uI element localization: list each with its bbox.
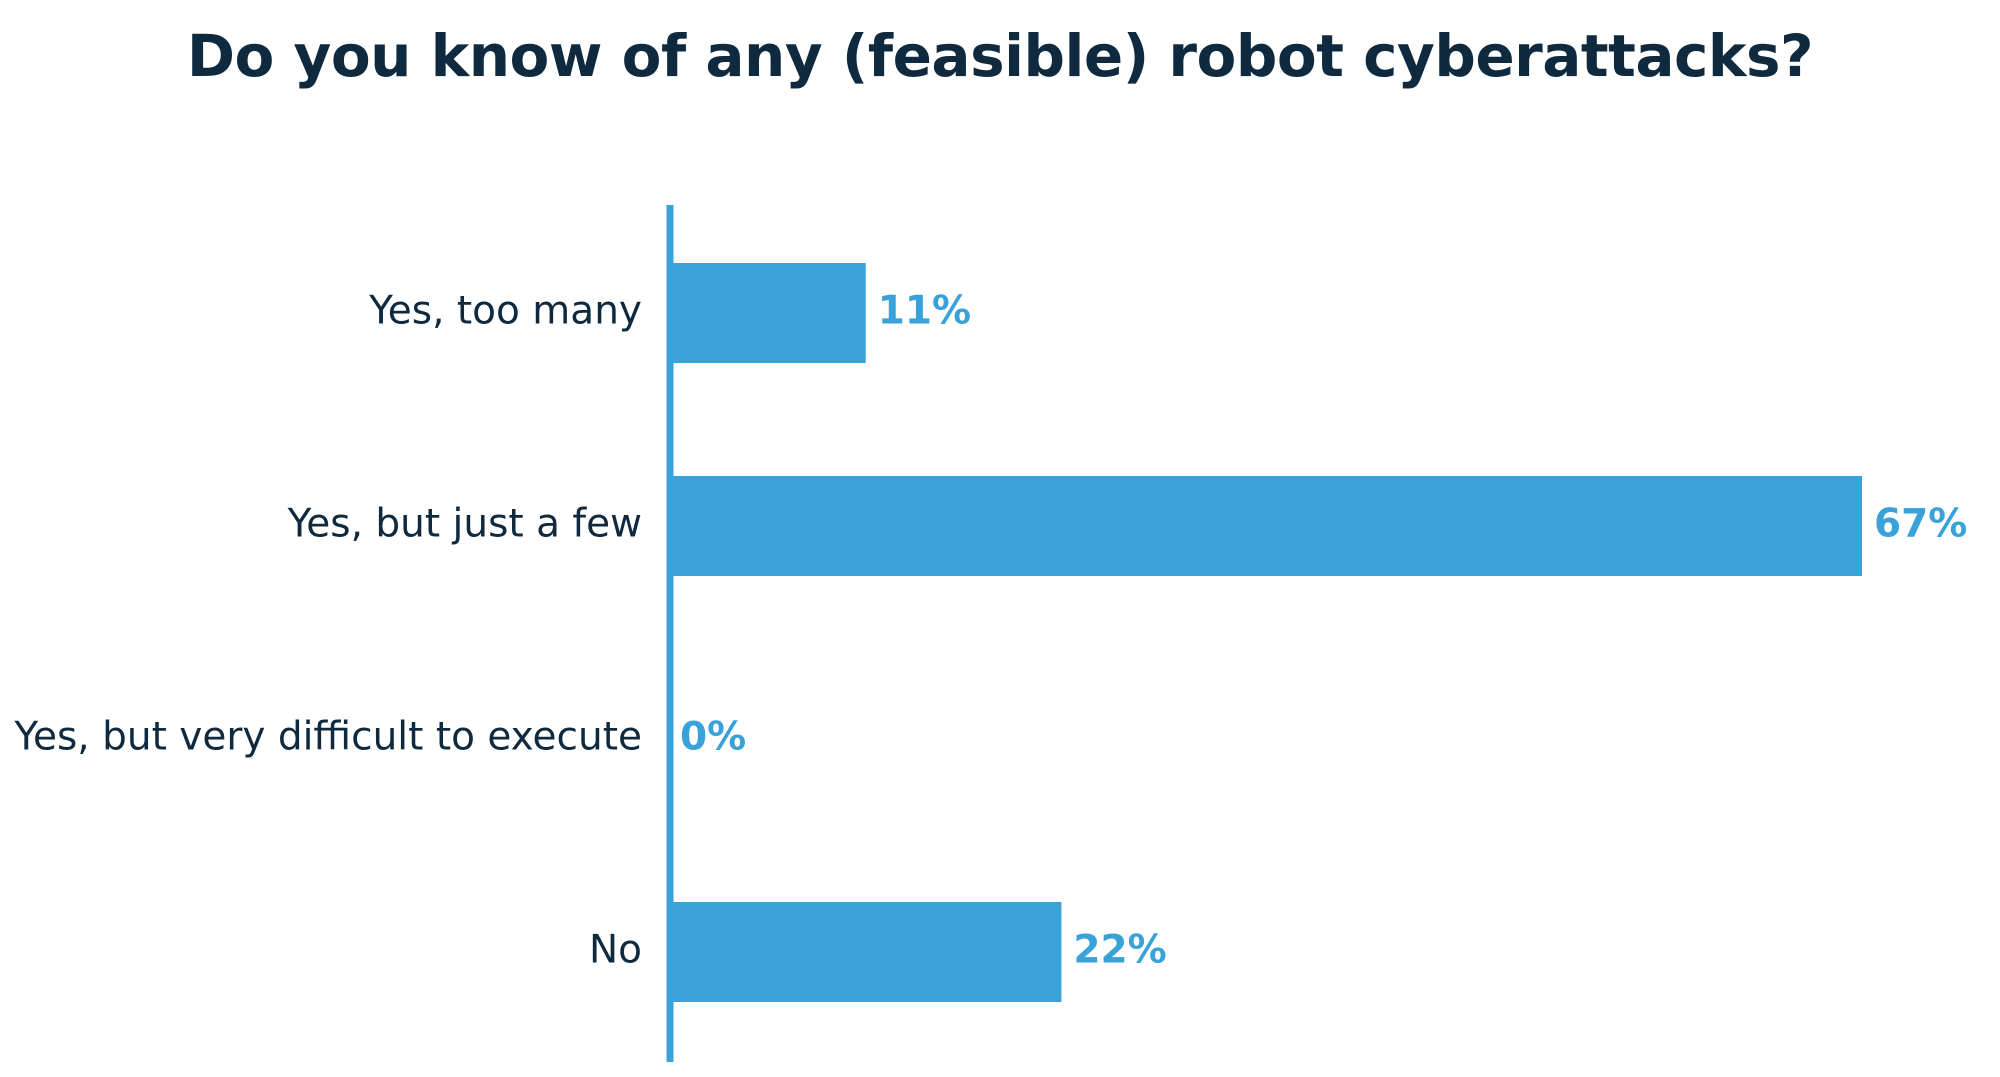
- chart-title: Do you know of any (feasible) robot cybe…: [186, 22, 1814, 90]
- labels-layer: Yes, too many 11% Yes, but just a few 67% Ye…: [13, 289, 1967, 973]
- value-label: 11%: [878, 289, 971, 334]
- bar: [670, 902, 1062, 1002]
- category-label: Yes, but just a few: [287, 502, 642, 547]
- bars-layer: [670, 263, 1862, 1002]
- value-label: 22%: [1073, 928, 1166, 973]
- value-label: 67%: [1874, 502, 1967, 547]
- bar: [670, 476, 1862, 576]
- category-label: Yes, too many: [368, 289, 642, 334]
- bar: [670, 263, 866, 363]
- category-label: Yes, but very difficult to execute: [13, 715, 642, 760]
- category-label: No: [589, 928, 642, 973]
- value-label: 0%: [680, 715, 746, 760]
